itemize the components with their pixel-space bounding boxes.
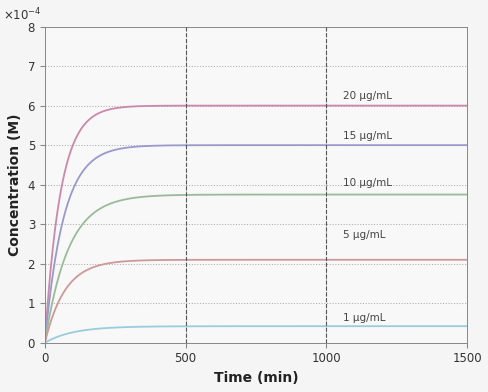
Text: 20 μg/mL: 20 μg/mL [343,91,391,101]
Text: 15 μg/mL: 15 μg/mL [343,131,392,142]
Text: $\times\mathregular{10^{-4}}$: $\times\mathregular{10^{-4}}$ [2,7,41,24]
Text: 10 μg/mL: 10 μg/mL [343,178,391,188]
Text: 5 μg/mL: 5 μg/mL [343,230,385,240]
Y-axis label: Concentration (M): Concentration (M) [8,113,22,256]
X-axis label: Time (min): Time (min) [213,371,298,385]
Text: 1 μg/mL: 1 μg/mL [343,313,385,323]
